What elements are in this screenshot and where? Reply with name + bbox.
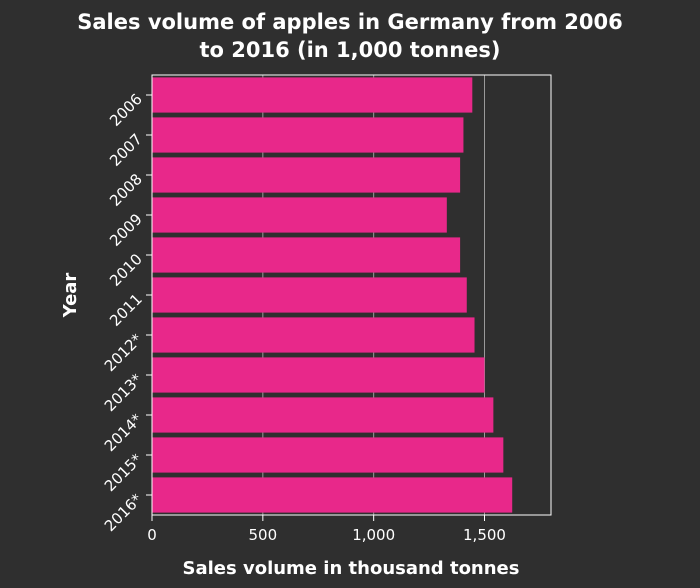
y-axis: 2006200720082009201020112012*2013*2014*2… (101, 90, 152, 535)
y-axis-title: Year (60, 273, 81, 319)
y-tick-label: 2009 (106, 210, 146, 250)
y-tick-label: 2013* (101, 370, 146, 415)
bar-2014-est (152, 397, 494, 433)
y-tick-label: 2012* (101, 330, 146, 375)
chart-title-line-1: Sales volume of apples in Germany from 2… (77, 10, 623, 34)
y-tick-label: 2016* (101, 490, 146, 535)
bar-2011 (152, 277, 467, 313)
bar-2006 (152, 77, 473, 113)
bar-2015-est (152, 437, 504, 473)
y-tick-label: 2015* (101, 450, 146, 495)
chart-title-line-2: to 2016 (in 1,000 tonnes) (199, 38, 501, 62)
y-tick-label: 2006 (106, 90, 146, 130)
y-tick-label: 2007 (106, 130, 146, 170)
bar-2007 (152, 117, 464, 153)
bar-2016-est (152, 477, 513, 513)
x-axis: 0 500 1,000 1,500 (147, 515, 506, 544)
x-tick-label: 1,500 (463, 526, 506, 544)
chart-title: Sales volume of apples in Germany from 2… (0, 8, 700, 64)
y-tick-label: 2010 (106, 250, 146, 290)
y-tick-label: 2008 (106, 170, 146, 210)
x-tick-label: 0 (147, 526, 157, 544)
x-tick-label: 500 (249, 526, 278, 544)
x-tick-label: 1,000 (352, 526, 395, 544)
y-tick-label: 2011 (106, 290, 146, 330)
bars (152, 77, 513, 513)
bar-2013-est (152, 357, 485, 393)
bar-2008 (152, 157, 461, 193)
y-tick-label: 2014* (101, 410, 146, 455)
bar-2009 (152, 197, 447, 233)
bar-2012-est (152, 317, 475, 353)
bar-2010 (152, 237, 461, 273)
x-axis-title: Sales volume in thousand tonnes (183, 558, 520, 579)
